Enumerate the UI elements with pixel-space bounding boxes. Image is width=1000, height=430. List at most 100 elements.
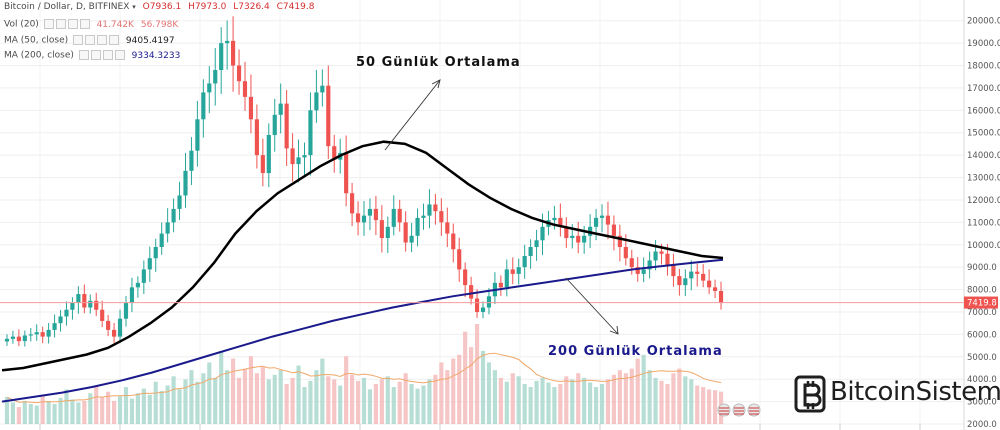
close-icon[interactable] bbox=[102, 50, 113, 60]
candle-body bbox=[76, 294, 81, 304]
ma200-label[interactable]: MA (200, close) bbox=[4, 50, 74, 61]
volume-bar bbox=[159, 390, 164, 424]
candle-body bbox=[433, 204, 438, 212]
price-tick-label: 18000.0 bbox=[967, 62, 1000, 72]
volume-bar bbox=[141, 388, 146, 424]
candle-body bbox=[457, 249, 462, 270]
candle-body bbox=[605, 215, 611, 225]
volume-bar bbox=[593, 387, 599, 424]
volume-bar bbox=[70, 399, 75, 424]
candle-body bbox=[28, 334, 33, 336]
close-icon[interactable] bbox=[67, 19, 78, 29]
volume-bar bbox=[689, 379, 694, 424]
candle-body bbox=[355, 213, 361, 223]
volume-bar bbox=[403, 373, 408, 424]
candle-body bbox=[16, 336, 21, 342]
volume-bar bbox=[391, 387, 396, 424]
ma50-label[interactable]: MA (50, close) bbox=[4, 35, 69, 46]
volume-bar bbox=[605, 379, 611, 424]
volume-bar bbox=[123, 387, 129, 424]
eye-icon[interactable] bbox=[73, 35, 84, 45]
price-tick-label: 2000.0 bbox=[967, 420, 997, 430]
ma200-legend: MA (200, close) 9334.3233 bbox=[4, 50, 180, 61]
candle-body bbox=[379, 220, 384, 239]
volume-bar bbox=[296, 365, 301, 424]
candle-body bbox=[201, 92, 206, 120]
volume-label[interactable]: Vol (20) bbox=[4, 19, 39, 30]
ma50-annotation-arrow bbox=[384, 79, 441, 151]
volume-bar bbox=[248, 356, 254, 424]
candle-body bbox=[177, 195, 182, 209]
candle-body bbox=[64, 309, 69, 317]
candle-body bbox=[361, 215, 367, 223]
open-value: O7936.1 bbox=[142, 2, 182, 12]
volume-bar bbox=[88, 393, 93, 424]
candle-body bbox=[463, 269, 468, 286]
candle-body bbox=[332, 146, 337, 160]
settings-icon[interactable] bbox=[55, 19, 66, 29]
candle-body bbox=[34, 332, 39, 335]
candle-body bbox=[469, 285, 474, 299]
volume-bar bbox=[52, 404, 57, 424]
candle-body bbox=[350, 193, 355, 214]
candlesticks bbox=[4, 16, 724, 347]
candle-body bbox=[498, 282, 503, 288]
close-icon[interactable] bbox=[97, 35, 108, 45]
candle-body bbox=[147, 258, 152, 270]
volume-bar bbox=[671, 373, 676, 424]
candle-body bbox=[445, 222, 450, 234]
symbol-title[interactable]: Bitcoin / Dollar, D, BITFINEX bbox=[4, 2, 130, 12]
candle-body bbox=[171, 208, 176, 223]
volume-bar bbox=[421, 385, 426, 424]
price-tick-label: 7000.0 bbox=[967, 308, 997, 318]
candle-body bbox=[248, 96, 254, 120]
candle-body bbox=[474, 298, 480, 312]
eye-icon[interactable] bbox=[43, 19, 54, 29]
volume-bar bbox=[665, 384, 670, 424]
time-axis[interactable] bbox=[39, 424, 921, 430]
volume-bar bbox=[236, 377, 242, 424]
settings-icon[interactable] bbox=[90, 50, 101, 60]
volume-bar bbox=[588, 382, 593, 424]
volume-bar bbox=[635, 358, 640, 424]
candle-body bbox=[153, 247, 158, 259]
price-tick-label: 10000.0 bbox=[967, 241, 1000, 251]
price-tick-label: 16000.0 bbox=[967, 106, 1000, 116]
price-axis[interactable]: 2000.0 3000.0 4000.0 5000.0 6000.0 7000.0 8000… bbox=[963, 0, 1000, 430]
volume-bar bbox=[457, 354, 462, 424]
candle-body bbox=[314, 92, 319, 111]
candle-body bbox=[522, 255, 527, 268]
volume-bar bbox=[623, 373, 628, 424]
more-icon[interactable] bbox=[109, 35, 120, 45]
dropdown-caret-icon[interactable]: ▾ bbox=[132, 3, 136, 11]
volume-bar bbox=[112, 400, 117, 424]
candle-body bbox=[58, 316, 63, 324]
volume-value-1: 41.742K bbox=[96, 19, 134, 30]
volume-ma-line bbox=[6, 352, 722, 404]
more-icon[interactable] bbox=[114, 50, 125, 60]
candle-body bbox=[94, 300, 99, 310]
volume-bar bbox=[195, 381, 200, 424]
volume-bar bbox=[177, 389, 182, 424]
high-value: H7973.0 bbox=[188, 2, 227, 12]
candle-body bbox=[106, 320, 111, 330]
volume-bar bbox=[290, 377, 295, 424]
volume-bar bbox=[558, 384, 563, 424]
settings-icon[interactable] bbox=[85, 35, 96, 45]
candle-body bbox=[665, 253, 670, 265]
candle-body bbox=[451, 233, 456, 250]
candle-body bbox=[397, 208, 402, 223]
watermark-logo: BitcoinSistemi bbox=[794, 371, 1000, 419]
candle-body bbox=[129, 287, 135, 304]
candle-body bbox=[117, 318, 123, 337]
price-tick-label: 19000.0 bbox=[967, 39, 1000, 49]
eye-icon[interactable] bbox=[78, 50, 89, 60]
candle-body bbox=[427, 204, 432, 216]
more-icon[interactable] bbox=[79, 19, 90, 29]
volume-bar bbox=[326, 376, 331, 424]
volume-bar bbox=[314, 370, 319, 424]
volume-bar bbox=[576, 373, 581, 424]
volume-bar bbox=[522, 384, 527, 424]
candle-body bbox=[272, 114, 277, 135]
